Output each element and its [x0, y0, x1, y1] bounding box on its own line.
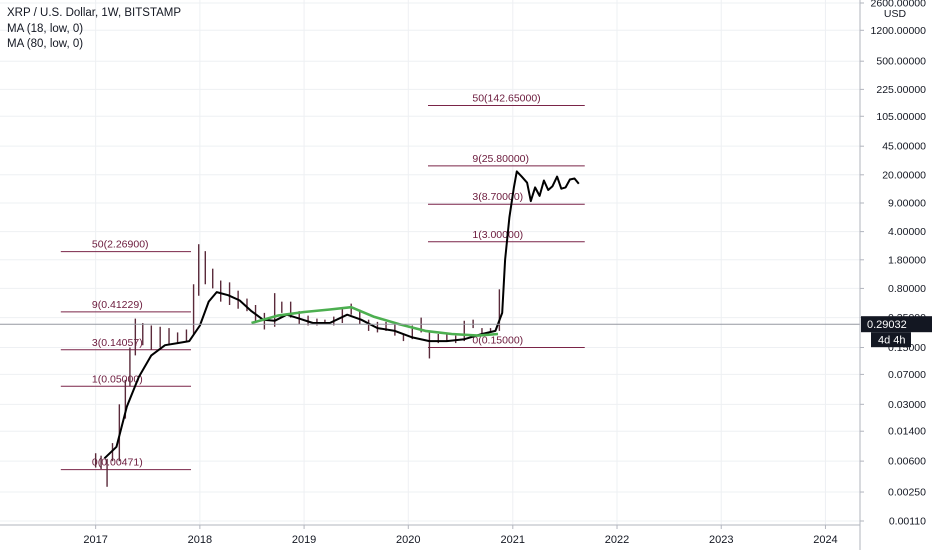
- currency-label[interactable]: USD: [884, 8, 907, 20]
- x-tick-label: 2018: [188, 534, 212, 546]
- y-tick-label: 0.00110: [889, 516, 926, 528]
- x-tick-label: 2024: [813, 534, 837, 546]
- y-tick-label: 0.80000: [888, 283, 926, 295]
- y-tick-label: 0.00250: [888, 487, 926, 499]
- fib-level-label: 9(0.41229): [92, 299, 143, 311]
- fib-level-label: 3(8.70000): [472, 191, 523, 203]
- last-price-badge: [861, 316, 932, 333]
- chart-legend: XRP / U.S. Dollar, 1W, BITSTAMP MA (18, …: [7, 6, 181, 53]
- y-tick-label: 1.80000: [888, 254, 926, 266]
- fib-level-label: 3(0.14057): [92, 337, 143, 349]
- countdown-text: 4d 4h: [878, 335, 906, 347]
- candles: [94, 244, 501, 487]
- symbol-title[interactable]: XRP / U.S. Dollar, 1W, BITSTAMP: [7, 7, 182, 19]
- ma80-line: [251, 305, 499, 337]
- fib-level-label: 0(0.00471): [92, 457, 143, 469]
- y-tick-label: 0.01400: [888, 426, 926, 438]
- x-tick-label: 2023: [709, 534, 733, 546]
- y-tick-label: 0.00600: [888, 456, 926, 468]
- price-badges: 0.29032 4d 4h: [861, 316, 932, 348]
- y-tick-label: 225.00000: [876, 84, 926, 96]
- time-axis[interactable]: 2017 2018 2019 2020 2021 2022 2023 2024: [83, 525, 838, 546]
- y-tick-label: 1200.00000: [871, 25, 927, 37]
- x-tick-label: 2020: [396, 534, 420, 546]
- fib-level-label: 1(3.00000): [472, 229, 523, 241]
- y-tick-label: 9.00000: [888, 197, 926, 209]
- fib-level-label: 0(0.15000): [472, 335, 523, 347]
- moving-averages: [103, 170, 580, 460]
- fib-level-label: 50(2.26900): [92, 239, 149, 251]
- y-tick-label: 4.00000: [888, 226, 926, 238]
- price-axis[interactable]: 2600.00000 1200.00000 500.00000 225.00000 10…: [860, 0, 926, 528]
- countdown-badge: [871, 332, 911, 348]
- y-tick-label: 20.00000: [882, 169, 926, 181]
- last-price-text: 0.29032: [867, 319, 907, 331]
- x-tick-label: 2021: [501, 534, 525, 546]
- x-tick-label: 2017: [83, 534, 107, 546]
- fib-level-label: 1(0.05000): [92, 373, 143, 385]
- x-tick-label: 2022: [605, 534, 629, 546]
- fib-level-label: 9(25.80000): [472, 153, 529, 165]
- ma18-legend-item[interactable]: MA (18, low, 0): [7, 22, 84, 35]
- grid: [0, 0, 860, 525]
- y-tick-label: 0.07000: [888, 369, 926, 381]
- ma80-legend-item[interactable]: MA (80, low, 0): [7, 38, 84, 50]
- y-tick-label: 2600.00000: [871, 0, 927, 10]
- currency-label-bg: [880, 7, 910, 20]
- y-tick-label: 0.03000: [888, 399, 926, 411]
- fibonacci-levels: 0(0.00471) 1(0.05000) 3(0.14057) 9(0.41229)…: [60, 92, 585, 471]
- x-tick-label: 2019: [292, 534, 316, 546]
- ma18-line: [103, 170, 580, 460]
- y-tick-label: 105.00000: [876, 111, 926, 123]
- y-tick-label: 45.00000: [882, 141, 926, 153]
- fib-level-label: 50(142.65000): [472, 92, 540, 104]
- y-tick-label: 500.00000: [876, 56, 926, 68]
